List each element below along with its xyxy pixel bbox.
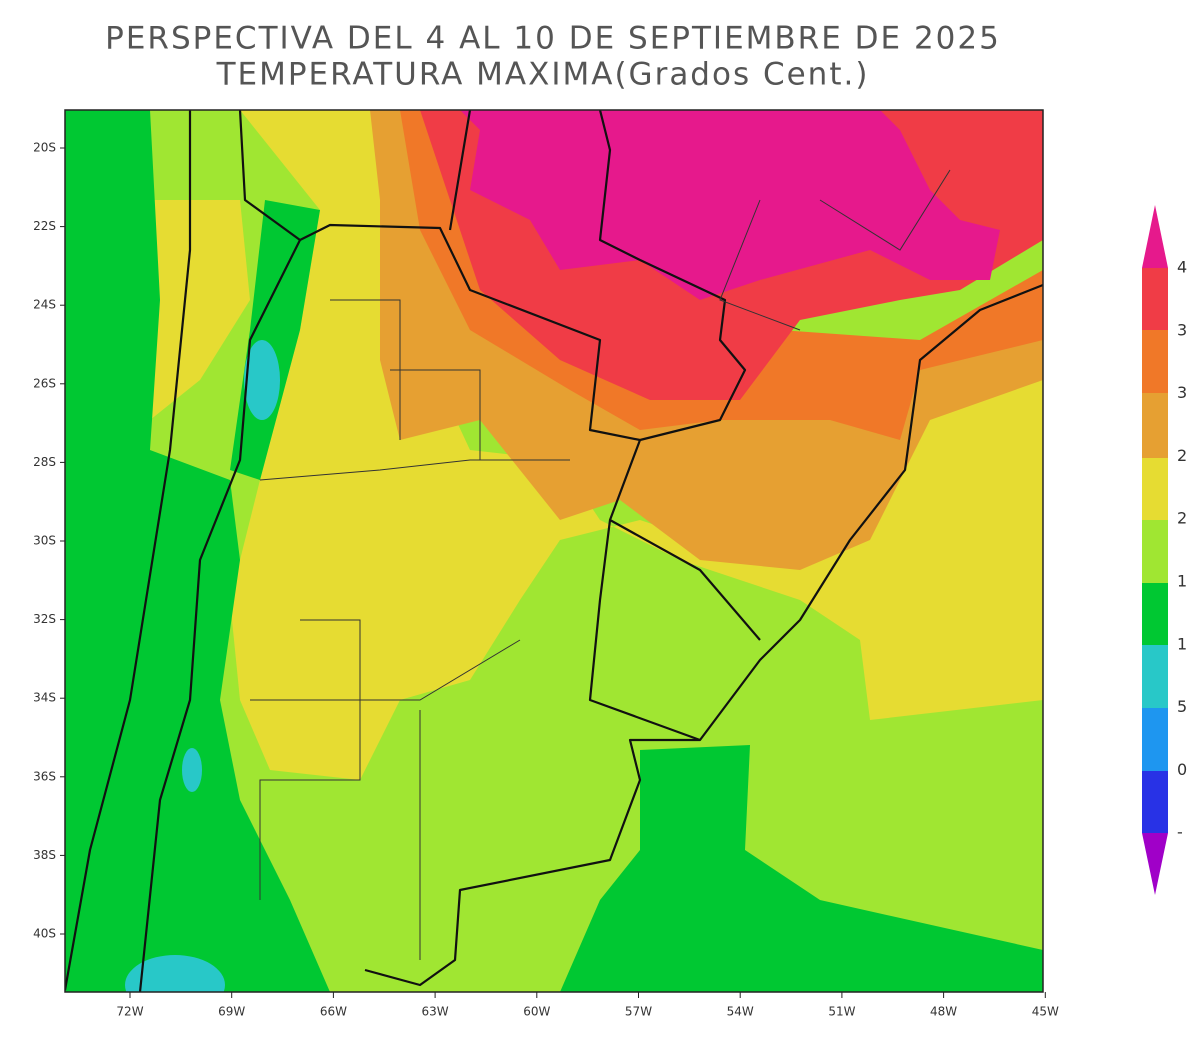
lat-label: 36S	[33, 769, 56, 783]
colorbar	[1142, 205, 1168, 895]
lon-label: 72W	[116, 1005, 143, 1019]
colorbar-box	[1142, 393, 1168, 459]
lon-label: 45W	[1032, 1005, 1059, 1019]
field-magenta	[460, 110, 1000, 300]
colorbar-box	[1142, 583, 1168, 646]
colorbar-box	[1142, 645, 1168, 709]
colorbar-label: -	[1177, 823, 1183, 842]
lon-label: 57W	[625, 1005, 652, 1019]
coastline	[65, 110, 192, 991]
colorbar-label: 0	[1177, 760, 1187, 779]
colorbar-box	[1142, 330, 1168, 394]
lat-label: 26S	[33, 376, 56, 390]
colorbar-label: 1	[1177, 634, 1187, 653]
lat-label: 22S	[33, 219, 56, 233]
colorbar-label: 3	[1177, 383, 1187, 402]
map-field	[65, 110, 1043, 992]
field-green	[65, 110, 330, 992]
lat-label: 38S	[33, 848, 56, 862]
field-cyan	[182, 748, 202, 792]
field-yellow	[140, 200, 250, 420]
colorbar-label: 3	[1177, 320, 1187, 339]
border	[588, 439, 761, 742]
province-lines	[250, 169, 951, 960]
colorbar-box	[1142, 708, 1168, 772]
lat-label: 24S	[33, 298, 56, 312]
map-frame	[64, 109, 1044, 993]
colorbar-label: 2	[1177, 446, 1187, 465]
colorbar-label: 2	[1177, 509, 1187, 528]
field-yellow	[230, 110, 1043, 780]
border	[299, 110, 747, 442]
colorbar-label: 5	[1177, 697, 1187, 716]
lon-label: 69W	[218, 1005, 245, 1019]
lat-label: 30S	[33, 534, 56, 548]
lat-label: 34S	[33, 691, 56, 705]
field-green	[560, 745, 1043, 992]
field-cyan	[125, 955, 225, 992]
colorbar-box	[1142, 771, 1168, 833]
colorbar-label: 1	[1177, 572, 1187, 591]
map-title: PERSPECTIVA DEL 4 AL 10 DE SEPTIEMBRE DE…	[105, 21, 1001, 57]
colorbar-box	[1142, 458, 1168, 521]
lon-label: 48W	[930, 1005, 957, 1019]
lon-label: 63W	[422, 1005, 449, 1019]
lon-label: 51W	[828, 1005, 855, 1019]
lat-label: 20S	[33, 141, 56, 155]
lon-label: 60W	[523, 1005, 550, 1019]
colorbar-bottom	[1142, 833, 1168, 895]
lon-label: 66W	[320, 1005, 347, 1019]
field-cyan	[244, 340, 280, 420]
map-subtitle: TEMPERATURA MAXIMA(Grados Cent.)	[216, 57, 870, 93]
colorbar-label: 4	[1177, 258, 1187, 277]
border	[138, 110, 302, 992]
colorbar-box	[1142, 268, 1168, 331]
colorbar-top	[1142, 205, 1168, 268]
colorbar-box	[1142, 520, 1168, 584]
lat-label: 28S	[33, 455, 56, 469]
lat-label: 40S	[33, 927, 56, 941]
lat-label: 32S	[33, 612, 56, 626]
lon-label: 54W	[727, 1005, 754, 1019]
